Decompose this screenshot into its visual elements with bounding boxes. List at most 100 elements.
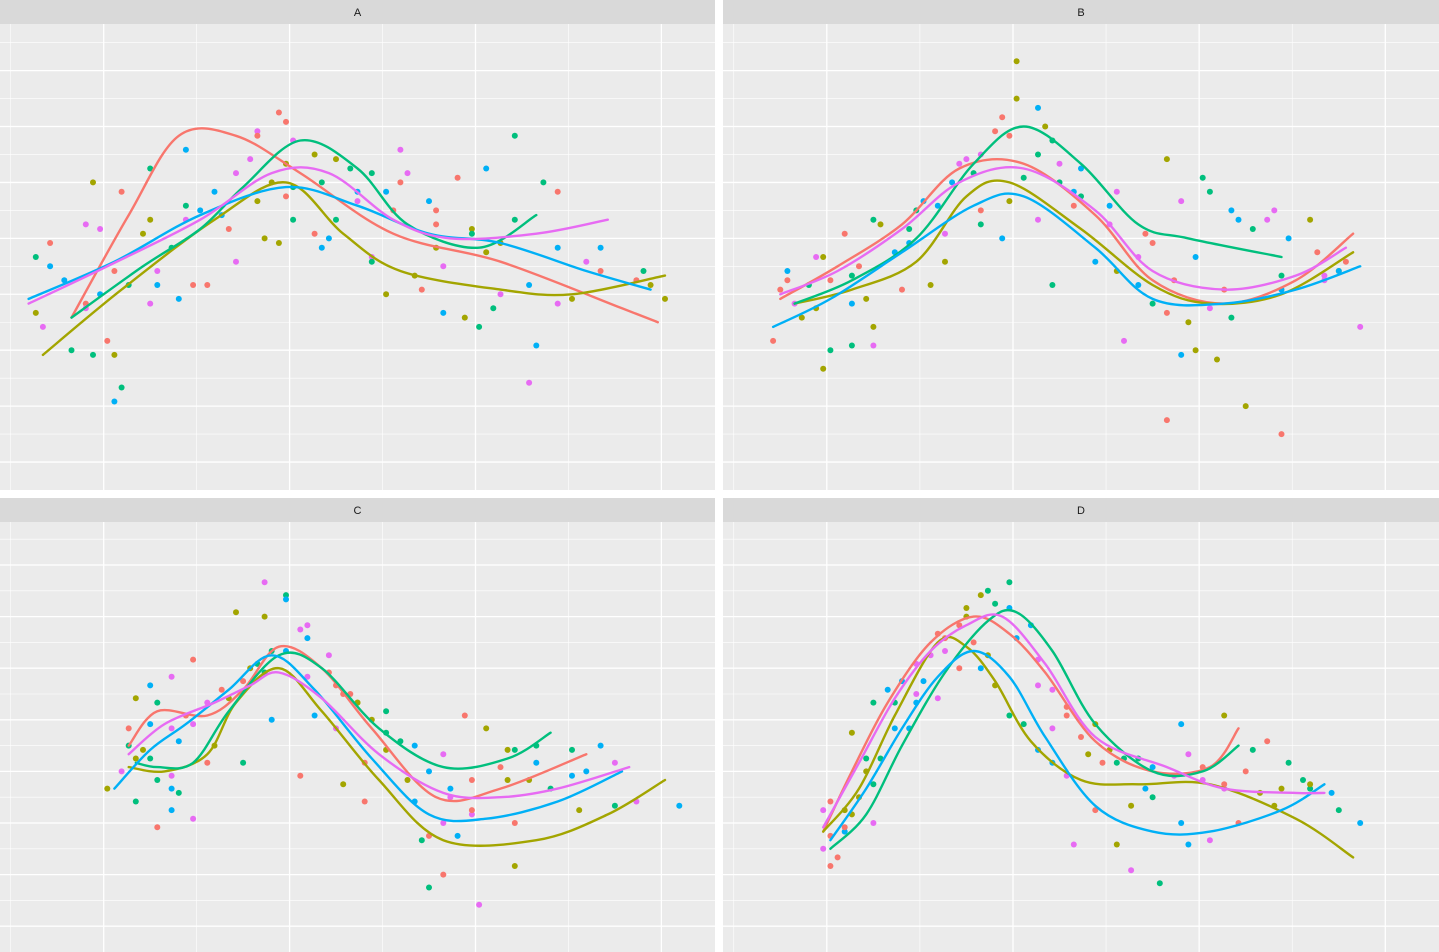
data-point xyxy=(569,295,575,302)
data-point xyxy=(468,777,475,783)
data-point xyxy=(333,216,339,223)
data-point xyxy=(1199,174,1206,181)
data-point xyxy=(1156,880,1163,887)
data-point xyxy=(426,768,432,775)
data-point xyxy=(283,592,289,599)
data-point xyxy=(841,824,848,831)
data-point xyxy=(297,626,304,633)
data-point xyxy=(1264,216,1271,223)
data-point xyxy=(526,282,533,288)
data-point xyxy=(870,781,877,788)
data-point xyxy=(240,759,247,766)
data-point xyxy=(554,188,561,195)
data-point xyxy=(992,600,999,607)
data-point xyxy=(147,755,154,762)
data-point xyxy=(1228,314,1235,321)
data-point xyxy=(984,587,991,594)
plot-background xyxy=(723,24,1439,490)
gridlines xyxy=(0,522,715,952)
data-point xyxy=(233,170,239,177)
data-point xyxy=(218,686,225,693)
data-point xyxy=(1035,216,1041,223)
data-point xyxy=(1192,347,1199,354)
data-point xyxy=(1128,867,1135,874)
data-point xyxy=(977,207,984,214)
data-point xyxy=(497,764,504,771)
data-point xyxy=(533,759,540,766)
data-point xyxy=(211,188,218,195)
data-point xyxy=(569,772,575,779)
data-point xyxy=(798,314,805,321)
data-point xyxy=(68,347,75,354)
data-point xyxy=(1092,258,1099,265)
data-point xyxy=(1178,198,1185,205)
trend-layer xyxy=(113,644,667,847)
data-point xyxy=(383,291,390,298)
data-point xyxy=(511,132,518,139)
panel-d: D xyxy=(723,498,1439,952)
data-point xyxy=(283,193,289,200)
data-point xyxy=(433,221,440,228)
data-point xyxy=(32,309,39,316)
data-point xyxy=(318,179,325,186)
data-point xyxy=(190,282,197,288)
data-point xyxy=(870,342,877,349)
data-point xyxy=(190,815,197,822)
data-point xyxy=(1185,751,1192,758)
data-point xyxy=(662,295,668,302)
trend-line xyxy=(27,185,652,301)
data-point xyxy=(1221,712,1228,719)
data-point xyxy=(576,807,583,814)
data-point xyxy=(554,300,561,307)
data-point xyxy=(204,759,211,766)
data-point xyxy=(827,277,834,284)
data-point xyxy=(468,811,475,818)
data-point xyxy=(1178,721,1185,728)
data-point xyxy=(125,725,132,732)
plot-background xyxy=(0,522,715,952)
data-point xyxy=(597,244,604,251)
data-point xyxy=(354,198,361,205)
data-point xyxy=(1228,207,1235,214)
data-point xyxy=(870,699,877,706)
data-point xyxy=(483,725,490,732)
data-point xyxy=(1278,785,1285,792)
data-point xyxy=(61,277,68,284)
data-point xyxy=(848,729,855,736)
data-point xyxy=(827,347,834,354)
data-point xyxy=(956,160,963,167)
data-point xyxy=(190,721,197,728)
data-point xyxy=(784,268,791,274)
data-point xyxy=(47,263,54,270)
data-point xyxy=(383,188,390,195)
gridlines xyxy=(723,522,1439,952)
data-point xyxy=(1006,132,1013,139)
data-point xyxy=(934,695,941,702)
data-point xyxy=(468,230,475,237)
data-point xyxy=(820,365,827,372)
data-point xyxy=(132,798,139,805)
data-point xyxy=(261,579,268,586)
data-point xyxy=(32,254,39,260)
data-point xyxy=(841,828,848,835)
data-point xyxy=(1106,202,1113,209)
data-point xyxy=(884,686,891,693)
data-point xyxy=(426,198,432,205)
data-point xyxy=(1113,841,1120,848)
trend-line xyxy=(829,608,1240,850)
data-point xyxy=(347,165,354,172)
panel-strip xyxy=(0,498,715,522)
data-point xyxy=(418,837,425,844)
data-point xyxy=(47,240,54,246)
panel-label: D xyxy=(1077,505,1085,517)
data-point xyxy=(433,207,440,214)
data-point xyxy=(1149,300,1156,307)
data-point xyxy=(97,226,104,232)
data-point xyxy=(283,118,289,125)
data-point xyxy=(140,746,146,753)
data-point xyxy=(275,240,282,246)
data-point xyxy=(283,596,289,603)
data-point xyxy=(175,738,182,745)
data-point xyxy=(268,716,275,723)
data-point xyxy=(676,802,683,809)
